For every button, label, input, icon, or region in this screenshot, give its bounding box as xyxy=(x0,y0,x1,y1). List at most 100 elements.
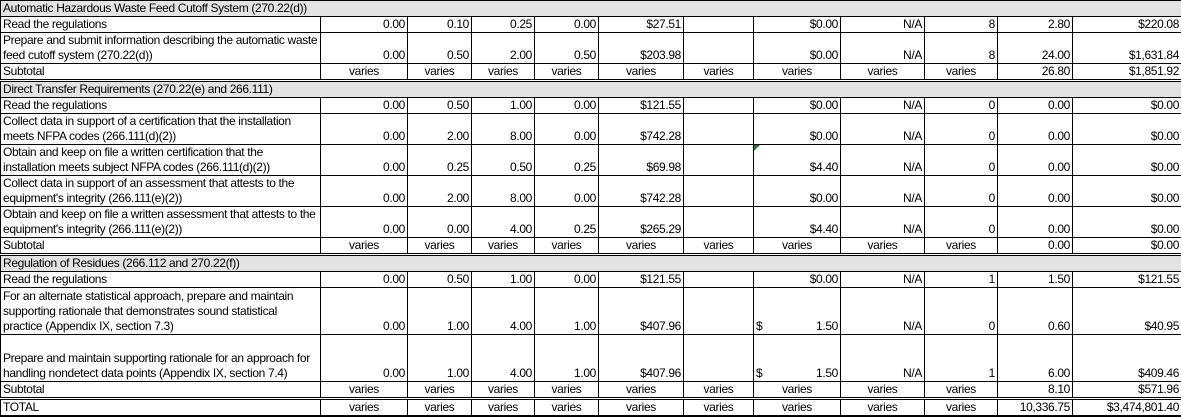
table-cell[interactable]: 0.50 xyxy=(408,98,472,114)
table-cell[interactable]: $1,851.92 xyxy=(1073,64,1181,81)
table-cell[interactable]: $742.28 xyxy=(599,114,684,145)
table-cell[interactable]: $0.00 xyxy=(1073,207,1181,238)
table-cell[interactable]: 1.00 xyxy=(408,288,472,335)
table-cell[interactable]: 2.80 xyxy=(998,17,1073,33)
table-cell[interactable]: N/A xyxy=(841,98,925,114)
table-cell[interactable]: N/A xyxy=(841,145,925,176)
table-cell[interactable]: varies xyxy=(841,238,925,255)
table-cell[interactable]: varies xyxy=(535,64,599,81)
table-cell[interactable]: varies xyxy=(408,64,472,81)
table-cell[interactable]: varies xyxy=(408,238,472,255)
table-cell[interactable] xyxy=(684,17,754,33)
table-cell[interactable]: varies xyxy=(754,399,841,417)
section-title[interactable]: Direct Transfer Requirements (270.22(e) … xyxy=(1,81,1181,98)
table-cell[interactable]: 0.60 xyxy=(998,288,1073,335)
table-cell[interactable]: varies xyxy=(535,238,599,255)
table-cell[interactable]: $0.00 xyxy=(1073,176,1181,207)
table-cell[interactable]: varies xyxy=(408,399,472,417)
table-cell[interactable]: 0.00 xyxy=(998,145,1073,176)
table-cell[interactable]: 2.00 xyxy=(408,114,472,145)
table-cell[interactable]: $121.55 xyxy=(599,98,684,114)
table-cell[interactable]: $0.00 xyxy=(754,114,841,145)
table-cell[interactable]: $0.00 xyxy=(754,17,841,33)
table-cell[interactable]: $4.40 xyxy=(754,145,841,176)
table-cell[interactable]: 0.00 xyxy=(535,176,599,207)
table-cell[interactable]: N/A xyxy=(841,288,925,335)
table-cell[interactable]: N/A xyxy=(841,176,925,207)
table-cell[interactable]: varies xyxy=(684,382,754,399)
table-cell[interactable]: 1.00 xyxy=(472,98,535,114)
table-cell[interactable] xyxy=(684,145,754,176)
table-cell[interactable]: 4.00 xyxy=(472,288,535,335)
table-cell[interactable]: varies xyxy=(684,238,754,255)
table-cell[interactable]: 0 xyxy=(925,176,998,207)
table-cell[interactable] xyxy=(684,176,754,207)
table-cell[interactable]: $742.28 xyxy=(599,176,684,207)
table-cell[interactable]: 0.00 xyxy=(321,207,408,238)
table-cell[interactable]: varies xyxy=(599,238,684,255)
table-cell[interactable]: N/A xyxy=(841,272,925,288)
table-cell[interactable] xyxy=(684,207,754,238)
task-description[interactable]: Read the regulations xyxy=(1,272,321,288)
table-cell[interactable]: 0.50 xyxy=(408,272,472,288)
table-cell[interactable]: 0.00 xyxy=(321,272,408,288)
table-cell[interactable]: varies xyxy=(841,382,925,399)
table-cell[interactable]: N/A xyxy=(841,335,925,382)
table-cell[interactable]: varies xyxy=(321,238,408,255)
table-cell[interactable]: 0.00 xyxy=(998,238,1073,255)
table-cell[interactable]: $203.98 xyxy=(599,33,684,64)
table-cell[interactable]: 24.00 xyxy=(998,33,1073,64)
table-cell[interactable]: varies xyxy=(321,64,408,81)
table-cell[interactable]: 0.00 xyxy=(998,114,1073,145)
task-description[interactable]: Prepare and submit information describin… xyxy=(1,33,321,64)
table-cell[interactable]: 0.00 xyxy=(535,98,599,114)
task-description[interactable]: For an alternate statistical approach, p… xyxy=(1,288,321,335)
table-cell[interactable]: varies xyxy=(925,238,998,255)
task-description[interactable]: TOTAL xyxy=(1,399,321,417)
table-cell[interactable]: 0.00 xyxy=(535,17,599,33)
table-cell[interactable]: 4.00 xyxy=(472,335,535,382)
table-cell[interactable]: N/A xyxy=(841,114,925,145)
task-description[interactable]: Obtain and keep on file a written certif… xyxy=(1,145,321,176)
table-cell[interactable]: $0.00 xyxy=(754,176,841,207)
table-cell[interactable]: $69.98 xyxy=(599,145,684,176)
table-cell[interactable]: varies xyxy=(925,64,998,81)
table-cell[interactable]: $409.46 xyxy=(1073,335,1181,382)
table-cell[interactable]: 0.10 xyxy=(408,17,472,33)
table-cell[interactable]: N/A xyxy=(841,17,925,33)
table-cell[interactable]: $1,631.84 xyxy=(1073,33,1181,64)
table-cell[interactable]: 0 xyxy=(925,114,998,145)
table-cell[interactable]: 0.25 xyxy=(472,17,535,33)
table-cell[interactable]: 0.50 xyxy=(408,33,472,64)
table-cell[interactable]: 0.00 xyxy=(321,114,408,145)
task-description[interactable]: Read the regulations xyxy=(1,98,321,114)
section-title[interactable]: Regulation of Residues (266.112 and 270.… xyxy=(1,255,1181,272)
table-cell[interactable]: varies xyxy=(599,64,684,81)
table-cell[interactable]: 0.00 xyxy=(321,33,408,64)
table-cell[interactable]: 0.00 xyxy=(998,207,1073,238)
table-cell[interactable]: varies xyxy=(684,399,754,417)
table-cell[interactable]: 8 xyxy=(925,33,998,64)
table-cell[interactable]: N/A xyxy=(841,33,925,64)
table-cell[interactable] xyxy=(684,335,754,382)
table-cell[interactable]: 0.00 xyxy=(321,17,408,33)
table-cell[interactable]: varies xyxy=(321,382,408,399)
table-cell[interactable]: $0.00 xyxy=(1073,145,1181,176)
table-cell[interactable]: varies xyxy=(754,238,841,255)
table-cell[interactable]: 0.00 xyxy=(998,176,1073,207)
table-cell[interactable]: 0.00 xyxy=(321,176,408,207)
table-cell[interactable]: varies xyxy=(925,399,998,417)
table-cell[interactable]: $121.55 xyxy=(599,272,684,288)
table-cell[interactable]: 8.10 xyxy=(998,382,1073,399)
table-cell[interactable]: 2.00 xyxy=(408,176,472,207)
table-cell[interactable]: $1.50 xyxy=(754,335,841,382)
table-cell[interactable]: varies xyxy=(925,382,998,399)
table-cell[interactable]: 0 xyxy=(925,207,998,238)
table-cell[interactable]: 8.00 xyxy=(472,114,535,145)
task-description[interactable]: Subtotal xyxy=(1,238,321,255)
table-cell[interactable]: 0.00 xyxy=(535,272,599,288)
table-cell[interactable]: $121.55 xyxy=(1073,272,1181,288)
table-cell[interactable] xyxy=(684,114,754,145)
table-cell[interactable]: 8 xyxy=(925,17,998,33)
table-cell[interactable]: varies xyxy=(684,64,754,81)
